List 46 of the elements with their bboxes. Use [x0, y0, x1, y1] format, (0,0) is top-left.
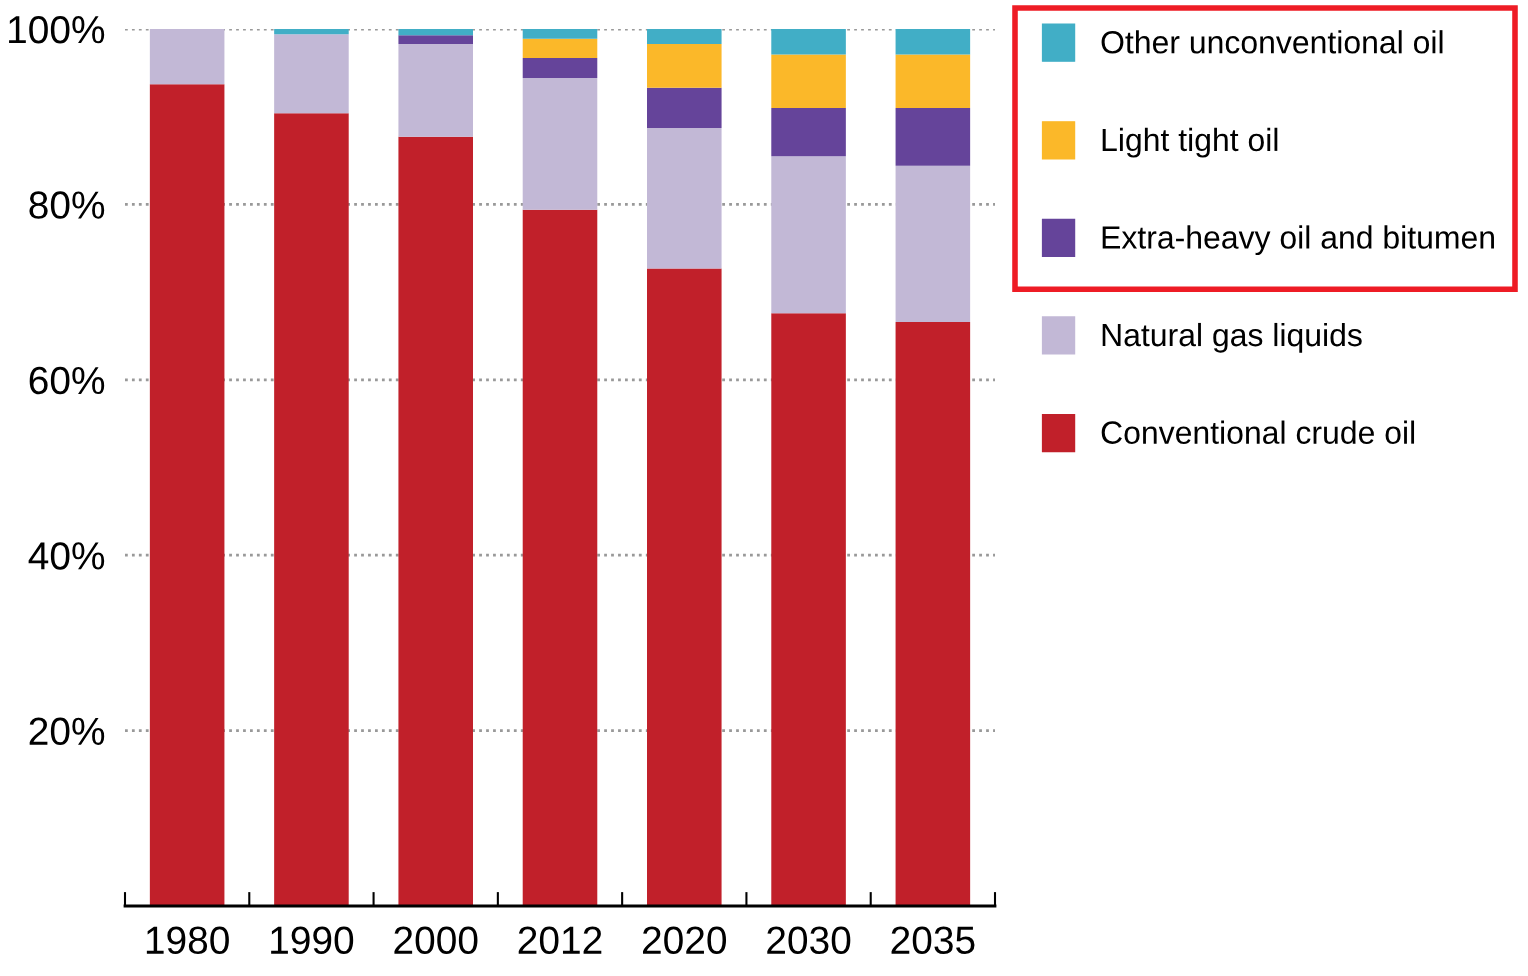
legend-label: Conventional crude oil [1101, 420, 1415, 444]
bar [522, 209, 598, 906]
y-tick-label: 20% [29, 717, 105, 746]
bar [647, 29, 722, 44]
bar [398, 29, 473, 36]
bar [895, 165, 971, 322]
legend-label: Light tight oil [1102, 127, 1278, 158]
bar [647, 87, 722, 129]
bar [647, 268, 722, 906]
bar [771, 107, 846, 157]
bar [149, 29, 225, 85]
bar [895, 29, 971, 55]
bar [771, 313, 846, 906]
y-tick-label: 100% [9, 15, 105, 44]
legend-label: Natural gas liquids [1102, 322, 1362, 353]
bar [522, 38, 598, 58]
x-tick-label: 2012 [518, 926, 602, 955]
bar [771, 54, 846, 108]
bar [771, 156, 846, 314]
bar [274, 113, 349, 906]
y-tick-label: 60% [29, 366, 105, 395]
bar [398, 35, 473, 44]
bar [895, 107, 971, 166]
bar [771, 29, 846, 55]
bar [522, 57, 598, 79]
bar [647, 128, 722, 269]
y-tick-label: 80% [29, 191, 105, 219]
bar [522, 78, 598, 210]
x-tick-label: 1990 [271, 926, 354, 955]
bar [895, 321, 971, 906]
bar [149, 84, 225, 906]
x-tick-label: 2020 [642, 926, 727, 955]
bar [522, 29, 598, 39]
bar [274, 34, 349, 114]
legend-label: Other unconventional oil [1101, 30, 1443, 54]
y-tick-label: 40% [28, 542, 105, 570]
bar [647, 43, 722, 88]
x-tick-label: 1980 [146, 926, 229, 955]
bar [398, 136, 473, 906]
bar [398, 43, 473, 137]
bar [895, 54, 971, 108]
x-tick-label: 2000 [394, 926, 478, 955]
x-tick-label: 2030 [767, 926, 851, 955]
bar [274, 29, 349, 35]
legend-label: Extra-heavy oil and bitumen [1102, 225, 1494, 256]
x-tick-label: 2035 [891, 926, 975, 955]
